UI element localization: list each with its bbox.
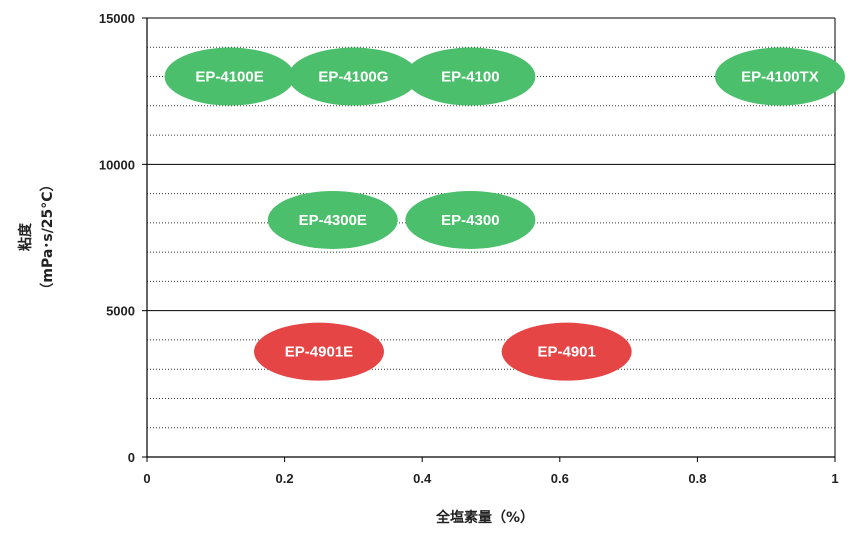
- data-point-label: EP-4100: [441, 69, 499, 86]
- x-tick-label: 0.8: [688, 471, 706, 486]
- data-point-ep-4100: EP-4100: [405, 47, 536, 106]
- y-axis-label: 粘度: [17, 222, 34, 251]
- x-tick-label: 0: [143, 471, 150, 486]
- data-point-ellipse: [254, 322, 384, 381]
- data-point-ep-4901e: EP-4901E: [254, 322, 384, 381]
- data-point-ellipse: [501, 322, 632, 381]
- data-point-label: EP-4100G: [318, 69, 388, 86]
- x-tick-label: 0.2: [276, 471, 294, 486]
- x-tick-label: 1: [831, 471, 838, 486]
- tick-labels: 0 5000 10000 15000 0 0.2 0.4 0.6 0.8 1: [99, 11, 839, 486]
- x-tick-label: 0.4: [413, 471, 432, 486]
- data-point-ellipse: [288, 47, 419, 106]
- data-point-ellipse: [164, 47, 295, 106]
- data-point-ep-4100g: EP-4100G: [288, 47, 419, 106]
- data-point-label: EP-4100E: [195, 69, 263, 86]
- data-point-label: EP-4100TX: [741, 69, 819, 86]
- y-tick-label: 0: [128, 450, 135, 465]
- data-points: EP-4100E EP-4100G EP-4100 EP-4100TXEP-4300E…: [164, 47, 845, 381]
- y-tick-label: 10000: [99, 157, 135, 172]
- y-tick-label: 15000: [99, 11, 135, 26]
- data-point-label: EP-4901E: [285, 344, 353, 361]
- data-point-ep-4300e: EP-4300E: [267, 190, 398, 249]
- y-axis-unit-label: （mPa･s/25°C）: [40, 177, 56, 296]
- data-point-ellipse: [405, 190, 536, 249]
- data-point-ep-4300: EP-4300: [405, 190, 536, 249]
- data-point-label: EP-4300: [441, 212, 499, 229]
- data-point-ellipse: [405, 47, 536, 106]
- data-point-ellipse: [714, 47, 845, 106]
- data-point-label: EP-4300E: [299, 212, 367, 229]
- data-point-ep-4901: EP-4901: [501, 322, 632, 381]
- data-point-ep-4100e: EP-4100E: [164, 47, 295, 106]
- data-point-ellipse: [267, 190, 398, 249]
- x-axis-label: 全塩素量（%）: [435, 509, 534, 526]
- data-point-label: EP-4901: [537, 344, 595, 361]
- data-point-ep-4100tx: EP-4100TX: [714, 47, 845, 106]
- x-tick-label: 0.6: [551, 471, 569, 486]
- y-tick-label: 5000: [106, 304, 135, 319]
